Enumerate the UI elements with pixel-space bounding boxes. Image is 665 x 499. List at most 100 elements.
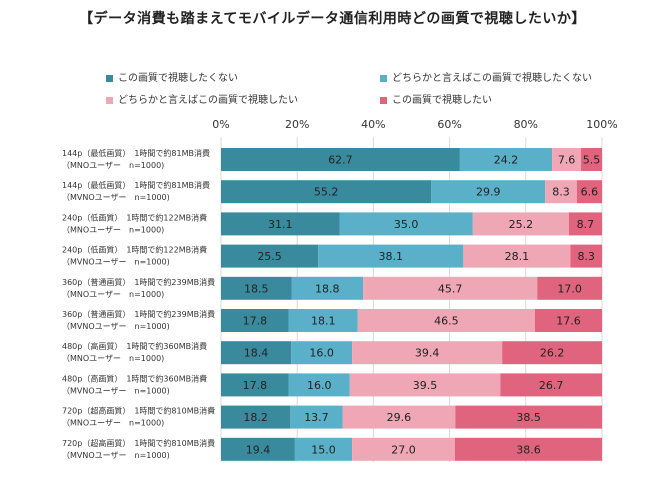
data-label-7-2: 39.5 <box>413 379 438 392</box>
category-label-1-line1: 144p（最低画質） 1時間で約81MB消費 <box>62 180 210 190</box>
bar-7-2 <box>349 373 501 397</box>
data-label-1-3: 6.6 <box>581 186 599 199</box>
x-tick-label-2: 40% <box>361 118 385 131</box>
bar-3-2 <box>463 244 571 268</box>
data-label-0-0: 62.7 <box>328 154 353 167</box>
legend-label-2: どちらかと言えばこの画質で視聴したい <box>118 95 298 106</box>
data-label-6-1: 16.0 <box>309 347 334 360</box>
bar-2-3 <box>568 212 602 236</box>
bar-0-3 <box>581 148 602 171</box>
bar-5-0 <box>221 309 289 332</box>
legend-label-1: どちらかと言えばこの画質で視聴したくない <box>392 73 592 84</box>
data-label-3-1: 38.1 <box>378 250 403 263</box>
data-label-7-1: 16.0 <box>307 379 332 392</box>
bar-3-3 <box>570 244 602 268</box>
bar-1-2 <box>545 180 577 204</box>
data-label-1-0: 55.2 <box>314 186 339 199</box>
bar-6-1 <box>291 341 353 365</box>
chart-title: 【データ消費も踏まえてモバイルデータ通信利用時どの画質で視聴したいか】 <box>79 11 586 27</box>
bar-3-1 <box>318 244 464 268</box>
bar-6-2 <box>352 341 503 365</box>
bar-9-1 <box>294 437 353 461</box>
bar-0-2 <box>552 148 582 171</box>
category-label-8-line2: （MNOユーザー n=1000) <box>62 419 164 428</box>
bar-1-1 <box>431 180 546 204</box>
x-tick-label-0: 0% <box>212 118 229 131</box>
bar-9-2 <box>352 437 455 461</box>
bar-0-1 <box>459 148 553 171</box>
bar-2-2 <box>472 212 569 236</box>
bar-2-0 <box>221 212 340 236</box>
category-label-0-line1: 144p（最低画質） 1時間で約81MB消費 <box>62 148 210 158</box>
data-label-8-3: 38.5 <box>516 411 541 424</box>
category-label-0-line2: （MNOユーザー n=1000) <box>62 161 164 170</box>
bar-8-3 <box>455 405 602 429</box>
x-tick-label-3: 60% <box>437 118 461 131</box>
category-label-2-line2: （MNOユーザー n=1000) <box>62 225 164 234</box>
legend-label-0: この画質で視聴したくない <box>118 73 238 84</box>
bar-7-0 <box>221 373 289 397</box>
bar-6-0 <box>221 341 292 365</box>
data-label-5-0: 17.8 <box>243 315 268 328</box>
category-label-9-line1: 720p（超高画質） 1時間で約810MB消費 <box>62 438 215 448</box>
data-label-8-1: 13.7 <box>304 411 329 424</box>
data-label-3-2: 28.1 <box>505 250 530 263</box>
category-label-4-line1: 360p（普通画質） 1時間で約239MB消費 <box>62 277 215 287</box>
data-label-6-2: 39.4 <box>415 347 440 360</box>
data-label-7-0: 17.8 <box>243 379 268 392</box>
category-label-7-line2: （MVNOユーザー n=1000) <box>62 386 170 395</box>
legend-label-3: この画質で視聴したい <box>392 95 492 106</box>
data-label-5-3: 17.6 <box>556 315 581 328</box>
data-label-9-3: 38.6 <box>516 443 541 456</box>
category-label-2-line1: 240p（低画質） 1時間で約122MB消費 <box>62 212 207 222</box>
bar-0-0 <box>221 148 460 171</box>
bar-4-1 <box>291 276 364 300</box>
x-tick-label-4: 80% <box>514 118 538 131</box>
category-label-9-line2: （MVNOユーザー n=1000) <box>62 451 170 460</box>
data-label-8-2: 29.6 <box>387 411 412 424</box>
category-label-4-line2: （MNOユーザー n=1000) <box>62 290 164 299</box>
data-label-4-2: 45.7 <box>438 282 463 295</box>
bar-4-3 <box>537 276 602 300</box>
category-label-6-line2: （MNOユーザー n=1000) <box>62 354 164 363</box>
legend-item-1: どちらかと言えばこの画質で視聴したくない <box>380 69 592 84</box>
data-label-0-2: 7.6 <box>558 154 576 167</box>
bar-9-3 <box>454 437 602 461</box>
data-label-4-3: 17.0 <box>557 282 582 295</box>
data-label-4-1: 18.8 <box>315 282 340 295</box>
category-label-6-line1: 480p（高画質） 1時間で約360MB消費 <box>62 341 207 351</box>
legend-item-2: どちらかと言えばこの画質で視聴したい <box>106 91 298 106</box>
category-label-5-line2: （MVNOユーザー n=1000) <box>62 322 170 331</box>
data-label-2-1: 35.0 <box>394 218 419 231</box>
legend-swatch-2 <box>106 96 113 104</box>
data-label-0-1: 24.2 <box>494 154 519 167</box>
bar-9-0 <box>221 437 295 461</box>
bar-5-1 <box>288 309 358 332</box>
data-label-2-2: 25.2 <box>509 218 534 231</box>
legend-item-0: この画質で視聴したくない <box>106 69 238 84</box>
category-label-7-line1: 480p（高画質） 1時間で約360MB消費 <box>62 373 207 383</box>
category-label-3-line1: 240p（低画質） 1時間で約122MB消費 <box>62 245 207 255</box>
bar-2-1 <box>339 212 473 236</box>
data-label-4-0: 18.5 <box>244 282 269 295</box>
category-label-1-line2: （MVNOユーザー n=1000) <box>62 193 170 202</box>
data-label-8-0: 18.2 <box>243 411 268 424</box>
data-label-2-3: 8.7 <box>577 218 595 231</box>
category-label-8-line1: 720p（超高画質） 1時間で約810MB消費 <box>62 406 215 416</box>
bar-8-0 <box>221 405 291 429</box>
data-label-5-2: 46.5 <box>434 315 459 328</box>
bar-6-3 <box>502 341 602 365</box>
data-label-1-1: 29.9 <box>476 186 501 199</box>
legend-swatch-3 <box>380 96 387 104</box>
legend-item-3: この画質で視聴したい <box>380 91 492 106</box>
legend-swatch-0 <box>106 74 113 82</box>
category-label-3-line2: （MVNOユーザー n=1000) <box>62 258 170 267</box>
bar-8-2 <box>342 405 456 429</box>
data-label-6-0: 18.4 <box>244 347 269 360</box>
bar-8-1 <box>290 405 343 429</box>
bar-7-3 <box>500 373 602 397</box>
data-label-7-3: 26.7 <box>539 379 564 392</box>
category-label-5-line1: 360p（普通画質） 1時間で約239MB消費 <box>62 309 215 319</box>
data-label-3-0: 25.5 <box>257 250 282 263</box>
data-label-3-3: 8.3 <box>577 250 595 263</box>
